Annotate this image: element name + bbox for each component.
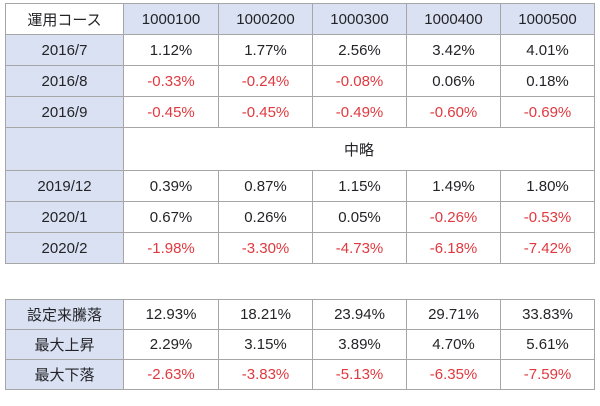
table-cell: 33.83% — [500, 299, 595, 330]
table-row: 設定来騰落 12.93% 18.21% 23.94% 29.71% 33.83% — [5, 299, 595, 330]
table-cell: 1.15% — [312, 170, 407, 202]
row-label: 最大下落 — [5, 359, 124, 390]
table-cell: -5.13% — [312, 359, 407, 390]
row-label: 2020/2 — [5, 232, 124, 264]
table-cell: -2.63% — [123, 359, 219, 390]
table-cell: 3.15% — [218, 329, 313, 360]
table-row: 最大下落 -2.63% -3.83% -5.13% -6.35% -7.59% — [5, 359, 595, 390]
table-row: 2016/7 1.12% 1.77% 2.56% 3.42% 4.01% — [5, 34, 595, 66]
table-cell: -0.24% — [218, 65, 313, 97]
table-cell: 0.87% — [218, 170, 313, 202]
table-cell: 1.77% — [218, 34, 313, 66]
column-header: 1000300 — [312, 3, 407, 35]
row-label: 2016/8 — [5, 65, 124, 97]
table-cell: -1.98% — [123, 232, 219, 264]
table-cell: 0.39% — [123, 170, 219, 202]
table-cell: -0.69% — [500, 96, 595, 128]
table-cell: 2.56% — [312, 34, 407, 66]
table-cell: -0.08% — [312, 65, 407, 97]
table-cell: 0.05% — [312, 201, 407, 233]
summary-table: 設定来騰落 12.93% 18.21% 23.94% 29.71% 33.83%… — [5, 299, 595, 390]
table-cell: 0.26% — [218, 201, 313, 233]
table-row: 2020/1 0.67% 0.26% 0.05% -0.26% -0.53% — [5, 201, 595, 233]
header-row: 運用コース 1000100 1000200 1000300 1000400 10… — [5, 3, 595, 35]
column-header: 1000100 — [123, 3, 219, 35]
row-label: 2016/9 — [5, 96, 124, 128]
table-cell: 0.67% — [123, 201, 219, 233]
table-cell: 2.29% — [123, 329, 219, 360]
table-cell: -0.26% — [406, 201, 501, 233]
table-cell: 18.21% — [218, 299, 313, 330]
table-cell: 12.93% — [123, 299, 219, 330]
table-cell: -7.42% — [500, 232, 595, 264]
table-cell: 1.80% — [500, 170, 595, 202]
ellipsis-cell: 中略 — [123, 127, 595, 171]
column-header: 1000200 — [218, 3, 313, 35]
table-cell: -6.35% — [406, 359, 501, 390]
table-cell: 23.94% — [312, 299, 407, 330]
table-cell: 4.01% — [500, 34, 595, 66]
table-cell: 5.61% — [500, 329, 595, 360]
table-cell: -0.33% — [123, 65, 219, 97]
table-cell: 0.06% — [406, 65, 501, 97]
table-cell: -0.60% — [406, 96, 501, 128]
table-cell: 0.18% — [500, 65, 595, 97]
row-label: 2020/1 — [5, 201, 124, 233]
ellipsis-row: 中略 — [5, 127, 595, 171]
table-cell: -0.45% — [123, 96, 219, 128]
table-row: 2016/8 -0.33% -0.24% -0.08% 0.06% 0.18% — [5, 65, 595, 97]
table-row: 2016/9 -0.45% -0.45% -0.49% -0.60% -0.69… — [5, 96, 595, 128]
table-cell: 3.42% — [406, 34, 501, 66]
row-label: 2016/7 — [5, 34, 124, 66]
row-label: 最大上昇 — [5, 329, 124, 360]
table-row: 最大上昇 2.29% 3.15% 3.89% 4.70% 5.61% — [5, 329, 595, 360]
table-cell: -0.49% — [312, 96, 407, 128]
table-row: 2020/2 -1.98% -3.30% -4.73% -6.18% -7.42… — [5, 232, 595, 264]
table-cell: 4.70% — [406, 329, 501, 360]
monthly-returns-table: 運用コース 1000100 1000200 1000300 1000400 10… — [5, 3, 595, 264]
table-cell: 3.89% — [312, 329, 407, 360]
table-cell: 1.49% — [406, 170, 501, 202]
table-cell: 1.12% — [123, 34, 219, 66]
table-cell: -0.53% — [500, 201, 595, 233]
row-label: 設定来騰落 — [5, 299, 124, 330]
table-cell: -6.18% — [406, 232, 501, 264]
corner-cell-selected: 運用コース — [5, 3, 124, 35]
column-header: 1000400 — [406, 3, 501, 35]
table-cell: -7.59% — [500, 359, 595, 390]
table-cell: -3.83% — [218, 359, 313, 390]
table-row: 2019/12 0.39% 0.87% 1.15% 1.49% 1.80% — [5, 170, 595, 202]
row-label: 2019/12 — [5, 170, 124, 202]
table-cell: -0.45% — [218, 96, 313, 128]
column-header: 1000500 — [500, 3, 595, 35]
empty-label-cell — [5, 127, 124, 171]
table-cell: 29.71% — [406, 299, 501, 330]
table-cell: -4.73% — [312, 232, 407, 264]
table-cell: -3.30% — [218, 232, 313, 264]
